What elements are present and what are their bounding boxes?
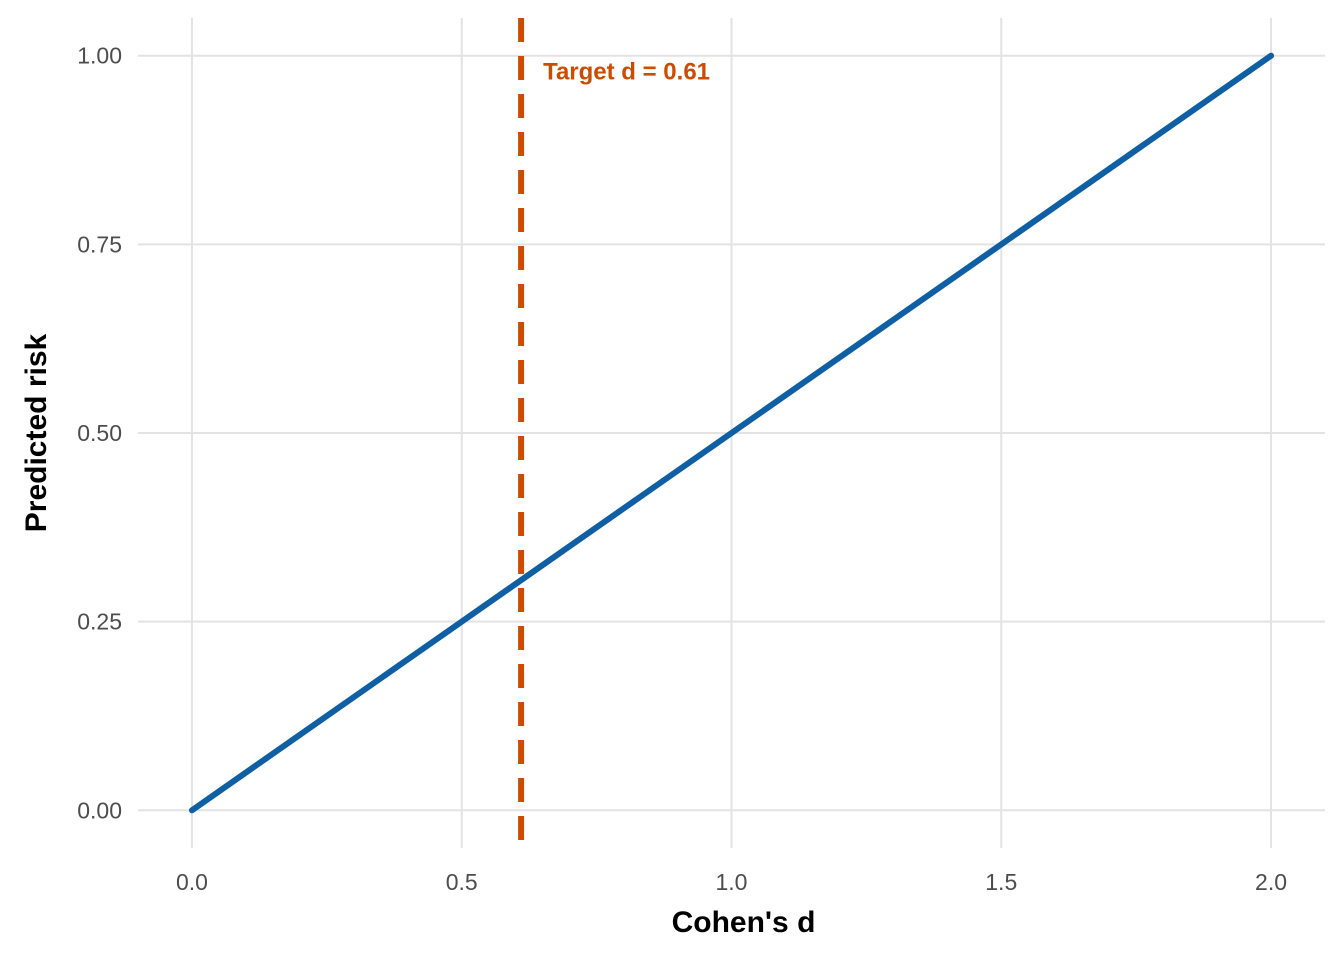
reference-line-label: Target d = 0.61: [543, 59, 710, 86]
x-tick-label-3: 1.5: [985, 869, 1017, 895]
x-tick-label-2: 1.0: [716, 869, 748, 895]
x-tick-labels: 0.0 0.5 1.0 1.5 2.0: [176, 869, 1287, 895]
series-line-0: [188, 52, 1275, 814]
series-layer: [188, 52, 1275, 814]
y-tick-label-0: 0.00: [77, 797, 122, 823]
y-tick-label-2: 0.50: [77, 420, 122, 446]
x-tick-label-4: 2.0: [1255, 869, 1287, 895]
y-axis-title: Predicted risk: [20, 333, 53, 532]
y-tick-label-1: 0.25: [77, 609, 122, 635]
y-tick-labels: 0.00 0.25 0.50 0.75 1.00: [77, 43, 122, 824]
y-tick-label-3: 0.75: [77, 231, 122, 257]
x-axis-title: Cohen's d: [672, 906, 816, 939]
y-tick-label-4: 1.00: [77, 43, 122, 69]
grid-lines: [138, 18, 1325, 848]
x-tick-label-1: 0.5: [446, 869, 478, 895]
x-tick-label-0: 0.0: [176, 869, 208, 895]
